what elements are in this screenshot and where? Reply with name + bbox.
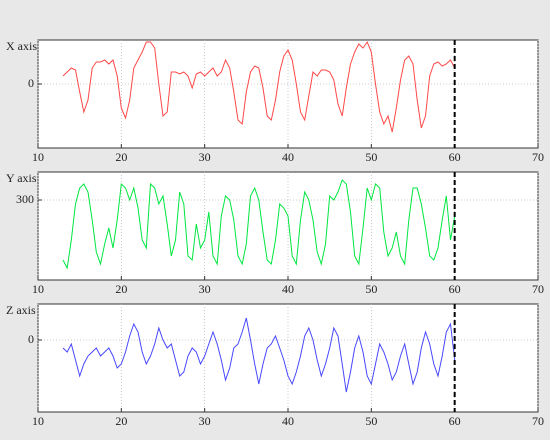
x-tick-label: 10 (32, 150, 44, 164)
x-tick-label: 30 (199, 414, 211, 428)
x-tick-label: 70 (532, 414, 544, 428)
data-line (62, 40, 456, 133)
x-tick-label: 60 (449, 414, 461, 428)
x-tick-label: 60 (449, 150, 461, 164)
x-tick-label: 50 (365, 282, 377, 296)
data-line (62, 179, 456, 270)
y-axis-label: Z axis (6, 303, 36, 317)
x-tick-label: 40 (282, 150, 294, 164)
y-axis-label: Y axis (6, 171, 37, 185)
x-tick-label: 60 (449, 282, 461, 296)
x-tick-label: 30 (199, 282, 211, 296)
x-tick-label: 70 (532, 150, 544, 164)
x-tick-label: 50 (365, 414, 377, 428)
y-axis-label: X axis (6, 39, 37, 53)
x-tick-label: 10 (32, 282, 44, 296)
x-tick-label: 20 (115, 414, 127, 428)
x-tick-label: 30 (199, 150, 211, 164)
x-tick-label: 10 (32, 414, 44, 428)
x-tick-label: 20 (115, 282, 127, 296)
x-tick-label: 40 (282, 414, 294, 428)
x-tick-label: 50 (365, 150, 377, 164)
x-tick-label: 40 (282, 282, 294, 296)
y-tick-label: 0 (28, 76, 34, 90)
x-tick-label: 20 (115, 150, 127, 164)
y-tick-label: 300 (16, 192, 34, 206)
y-tick-label: 0 (28, 332, 34, 346)
x-tick-label: 70 (532, 282, 544, 296)
data-line (62, 317, 456, 393)
